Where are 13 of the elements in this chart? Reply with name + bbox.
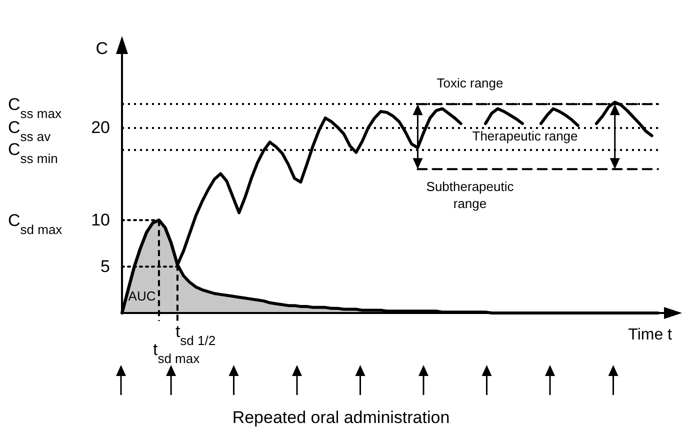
y-axis-title: C bbox=[96, 39, 108, 58]
x-axis-title: Time t bbox=[628, 326, 673, 344]
text: Repeated oral administration bbox=[232, 408, 450, 427]
text: C$_{sd max}$ bbox=[8, 211, 63, 236]
annotation: AUC bbox=[128, 288, 156, 304]
annotation: Therapeutic range bbox=[472, 128, 578, 144]
y-tick-label: 20 bbox=[91, 118, 110, 137]
y-tick-label: 5 bbox=[100, 257, 110, 276]
text: C$_{ss max}$ bbox=[8, 95, 62, 120]
annotation: Subtherapeutic range bbox=[426, 179, 514, 211]
text: t$_{sd 1/2}$ bbox=[175, 322, 216, 348]
annotation: Toxic range bbox=[436, 76, 504, 90]
y-tick-label: 10 bbox=[91, 210, 110, 230]
